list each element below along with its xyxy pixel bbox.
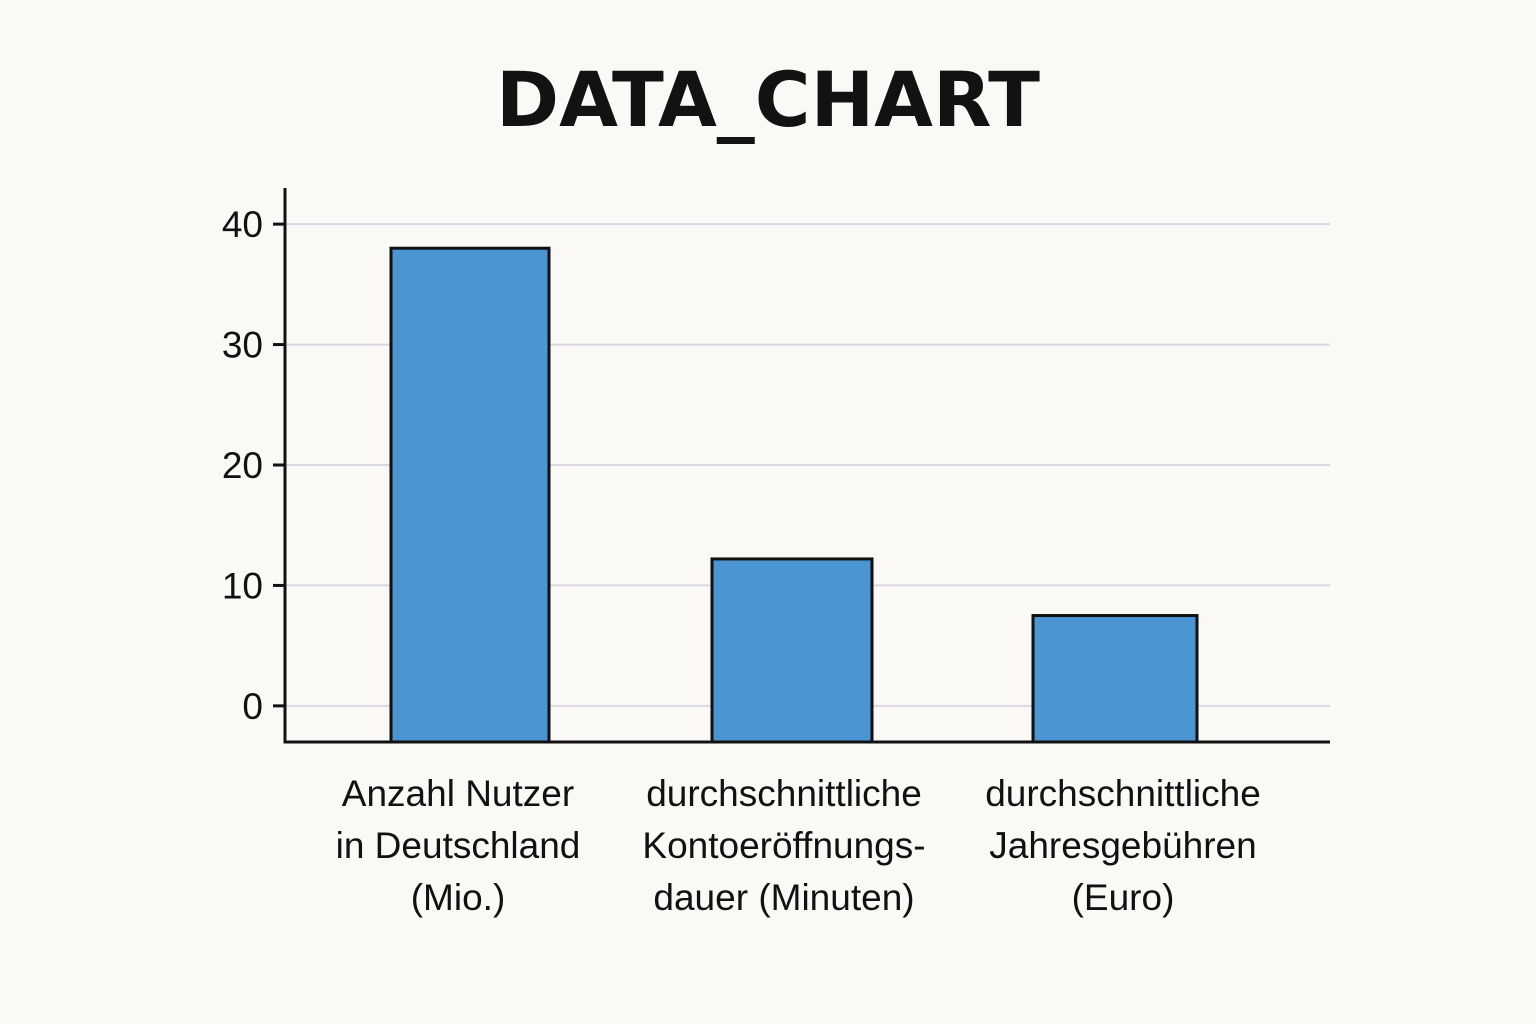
category-label-2-line-1: Jahresgebühren (989, 825, 1256, 866)
bar-2 (1031, 614, 1199, 744)
category-label-1: durchschnittliche Kontoeröffnungs-dauer (… (642, 773, 925, 918)
y-tick-label-40: 40 (222, 204, 263, 245)
y-tick-label-10: 10 (222, 565, 263, 606)
bar-1 (710, 557, 874, 744)
chart-title: DATA_CHART (496, 55, 1040, 144)
category-label-1-line-1: Kontoeröffnungs- (642, 825, 925, 866)
y-tick-label-30: 30 (222, 325, 263, 366)
category-label-0-line-1: in Deutschland (336, 825, 581, 866)
axes (273, 188, 1330, 744)
category-label-0: Anzahl Nutzer in Deutschland (Mio.) (336, 773, 581, 918)
category-label-0-line-2: (Mio.) (411, 877, 506, 918)
category-label-2-line-0: durchschnittliche (985, 773, 1261, 814)
category-label-0-line-0: Anzahl Nutzer (342, 773, 574, 814)
y-tick-labels: 0 10 20 30 40 (222, 204, 263, 727)
category-label-2-line-2: (Euro) (1072, 877, 1175, 918)
category-label-2: durchschnittliche Jahresgebühren (Euro) (985, 773, 1261, 918)
category-label-1-line-2: dauer (Minuten) (653, 877, 914, 918)
y-tick-label-0: 0 (242, 686, 263, 727)
y-tick-label-20: 20 (222, 445, 263, 486)
category-label-1-line-0: durchschnittliche (646, 773, 922, 814)
category-labels: Anzahl Nutzer in Deutschland (Mio.) durchsc… (336, 773, 1261, 918)
bar-0 (389, 246, 551, 744)
bars (389, 246, 1199, 744)
